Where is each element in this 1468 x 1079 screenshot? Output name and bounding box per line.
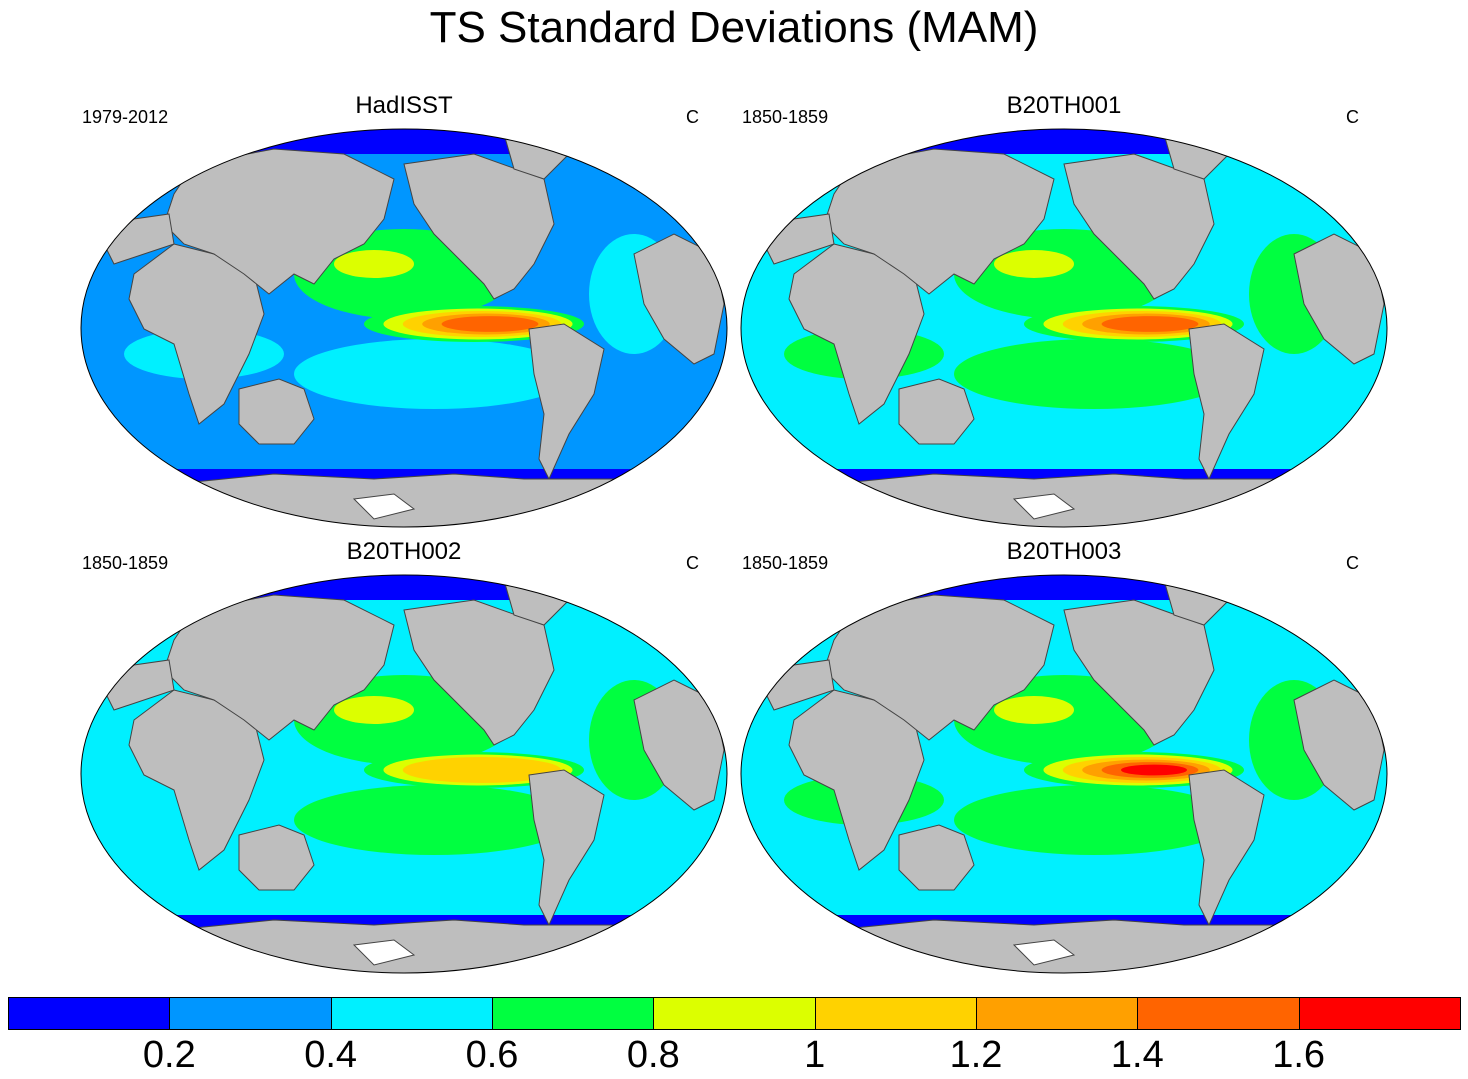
map-outline (740, 574, 1388, 974)
land-eurasia (163, 594, 395, 741)
enso-tongue-level (441, 316, 539, 332)
land-australia (238, 824, 315, 891)
ice-shelf (1012, 493, 1076, 520)
enso-tongue-level (402, 757, 562, 783)
south-pacific-patch (954, 339, 1234, 409)
figure-title: TS Standard Deviations (MAM) (429, 3, 1039, 52)
colorbar-tick-label: 0.4 (304, 1034, 358, 1076)
colorbar-box (814, 997, 977, 1030)
colorbar-box (1298, 997, 1461, 1030)
ocean-field (741, 575, 1387, 973)
colorbar-box (1137, 997, 1300, 1030)
land-africa-east-edge (1293, 679, 1385, 811)
panel-period-label: 1850-1859 (742, 553, 829, 573)
land-australia (898, 824, 975, 891)
map-panel-b20th002: B20TH002 1850-1859 C (74, 538, 734, 978)
map-outline (80, 128, 728, 528)
colorbar-box (330, 997, 493, 1030)
map-outline (740, 128, 1388, 528)
south-pacific-patch (954, 785, 1234, 855)
colorbar-box (169, 997, 332, 1030)
world-map (740, 128, 1388, 528)
land-eurasia (823, 148, 1055, 295)
land-eurasia (823, 594, 1055, 741)
colorbar-tick-label: 0.8 (626, 1034, 680, 1076)
panel-title: B20TH003 (1006, 538, 1122, 565)
south-pacific-patch (294, 785, 574, 855)
enso-tongue-level (1101, 316, 1199, 332)
world-map (80, 128, 728, 528)
land-south-america (528, 769, 605, 927)
ocean-field (81, 575, 727, 973)
land-australia (898, 378, 975, 445)
panel-title: B20TH002 (346, 538, 462, 565)
panel-units-label: C (1346, 553, 1359, 573)
map-panel-hadisst: HadISST 1979-2012 C (74, 92, 734, 532)
ice-shelf (352, 939, 416, 966)
colorbar-box (653, 997, 816, 1030)
colorbar-tick-label: 1.4 (1110, 1034, 1164, 1076)
kuroshio-patch (994, 696, 1074, 724)
kuroshio-patch (994, 250, 1074, 278)
colorbar-tick-label: 0.6 (465, 1034, 519, 1076)
colorbar-box (492, 997, 655, 1030)
map-panel-b20th001: B20TH001 1850-1859 C (734, 92, 1394, 532)
land-africa-east-edge (1293, 233, 1385, 365)
colorbar-box (976, 997, 1139, 1030)
panel-units-label: C (686, 107, 699, 127)
world-map (80, 574, 728, 974)
panel-period-label: 1850-1859 (82, 553, 169, 573)
panel-units-label: C (686, 553, 699, 573)
world-map (740, 574, 1388, 974)
land-australia (238, 378, 315, 445)
panel-title: HadISST (355, 92, 453, 119)
kuroshio-patch (334, 696, 414, 724)
enso-tongue-level (1121, 764, 1187, 776)
colorbar (8, 997, 1461, 1030)
colorbar-tick-label: 1.6 (1272, 1034, 1326, 1076)
colorbar-tick-label: 0.2 (142, 1034, 196, 1076)
map-panel-b20th003: B20TH003 1850-1859 C (734, 538, 1394, 978)
map-outline (80, 574, 728, 974)
land-africa-east-edge (633, 233, 725, 365)
land-south-america (1188, 323, 1265, 481)
land-antarctica (833, 473, 1326, 527)
land-antarctica (833, 919, 1326, 973)
land-antarctica (173, 919, 666, 973)
ice-shelf (1012, 939, 1076, 966)
ice-shelf (352, 493, 416, 520)
land-eurasia (163, 148, 395, 295)
south-pacific-patch (294, 339, 574, 409)
panel-period-label: 1850-1859 (742, 107, 829, 127)
panel-period-label: 1979-2012 (82, 107, 169, 127)
land-antarctica (173, 473, 666, 527)
panel-title: B20TH001 (1006, 92, 1122, 119)
colorbar-tick-label: 1 (804, 1034, 826, 1076)
land-africa-east-edge (633, 679, 725, 811)
panel-units-label: C (1346, 107, 1359, 127)
kuroshio-patch (334, 250, 414, 278)
ocean-field (81, 129, 727, 527)
colorbar-tick-label: 1.2 (949, 1034, 1003, 1076)
ocean-field (741, 129, 1387, 527)
colorbar-box (8, 997, 171, 1030)
land-south-america (1188, 769, 1265, 927)
land-south-america (528, 323, 605, 481)
